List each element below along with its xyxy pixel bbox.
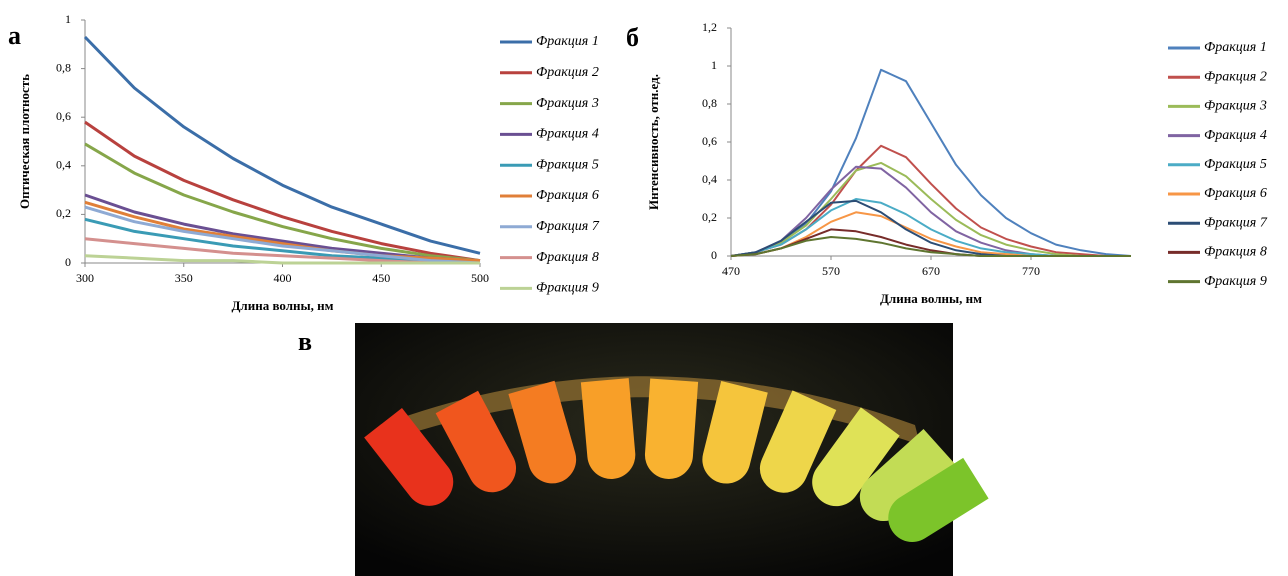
legend-label: Фракция 1 — [1204, 40, 1267, 55]
x-tick-label: 770 — [1022, 264, 1040, 278]
x-tick-label: 300 — [76, 271, 94, 285]
y-tick-label: 0,2 — [702, 210, 717, 224]
x-tick-label: 450 — [372, 271, 390, 285]
legend-label: Фракция 6 — [536, 188, 599, 203]
legend-label: Фракция 4 — [1204, 128, 1267, 143]
x-axis-title: Длина волны, нм — [880, 291, 982, 306]
legend-label: Фракция 9 — [1204, 274, 1267, 289]
y-tick-label: 1,2 — [702, 20, 717, 34]
y-axis-title: Интенсивность, отн.ед. — [646, 74, 661, 210]
x-tick-label: 500 — [471, 271, 489, 285]
legend-label: Фракция 8 — [1204, 245, 1267, 260]
series-line — [83, 35, 481, 255]
legend-label: Фракция 5 — [1204, 157, 1267, 172]
y-axis-title: Оптическая плотность — [17, 74, 32, 209]
x-tick-label: 670 — [922, 264, 940, 278]
legend-label: Фракция 2 — [536, 65, 599, 80]
legend-label: Фракция 2 — [1204, 69, 1267, 84]
y-tick-label: 0,2 — [56, 206, 71, 220]
y-tick-label: 0,8 — [702, 96, 717, 110]
legend-label: Фракция 8 — [536, 250, 599, 265]
y-tick-label: 0,6 — [702, 134, 717, 148]
y-tick-label: 0,4 — [56, 158, 71, 172]
series-line — [84, 120, 481, 263]
series-line — [84, 205, 481, 265]
legend-label: Фракция 1 — [536, 34, 599, 49]
legend-label: Фракция 9 — [536, 281, 599, 296]
y-tick-label: 0,4 — [702, 172, 717, 186]
series-line — [730, 161, 1131, 257]
photo — [355, 323, 989, 576]
legend-label: Фракция 3 — [1204, 99, 1267, 114]
x-tick-label: 400 — [274, 271, 292, 285]
legend-label: Фракция 3 — [536, 96, 599, 111]
legend-label: Фракция 7 — [536, 219, 600, 234]
y-tick-label: 1 — [711, 58, 717, 72]
series-line — [730, 68, 1132, 257]
panel-label: в — [298, 327, 312, 356]
series-line — [730, 236, 1131, 257]
x-tick-label: 350 — [175, 271, 193, 285]
series-line — [84, 142, 481, 263]
x-tick-label: 570 — [822, 264, 840, 278]
y-tick-label: 0,6 — [56, 109, 71, 123]
y-tick-label: 1 — [65, 12, 71, 26]
panel-label: б — [626, 23, 639, 52]
y-tick-label: 0 — [711, 248, 717, 262]
y-tick-label: 0 — [65, 255, 71, 269]
series-line — [84, 254, 480, 265]
legend-label: Фракция 4 — [536, 127, 599, 142]
panel-label: а — [8, 21, 21, 50]
x-tick-label: 470 — [722, 264, 740, 278]
series-line — [84, 200, 481, 263]
y-tick-label: 0,8 — [56, 60, 71, 74]
legend-label: Фракция 7 — [1204, 215, 1268, 230]
legend-label: Фракция 6 — [1204, 186, 1267, 201]
x-axis-title: Длина волны, нм — [231, 298, 333, 313]
legend-label: Фракция 5 — [536, 157, 599, 172]
